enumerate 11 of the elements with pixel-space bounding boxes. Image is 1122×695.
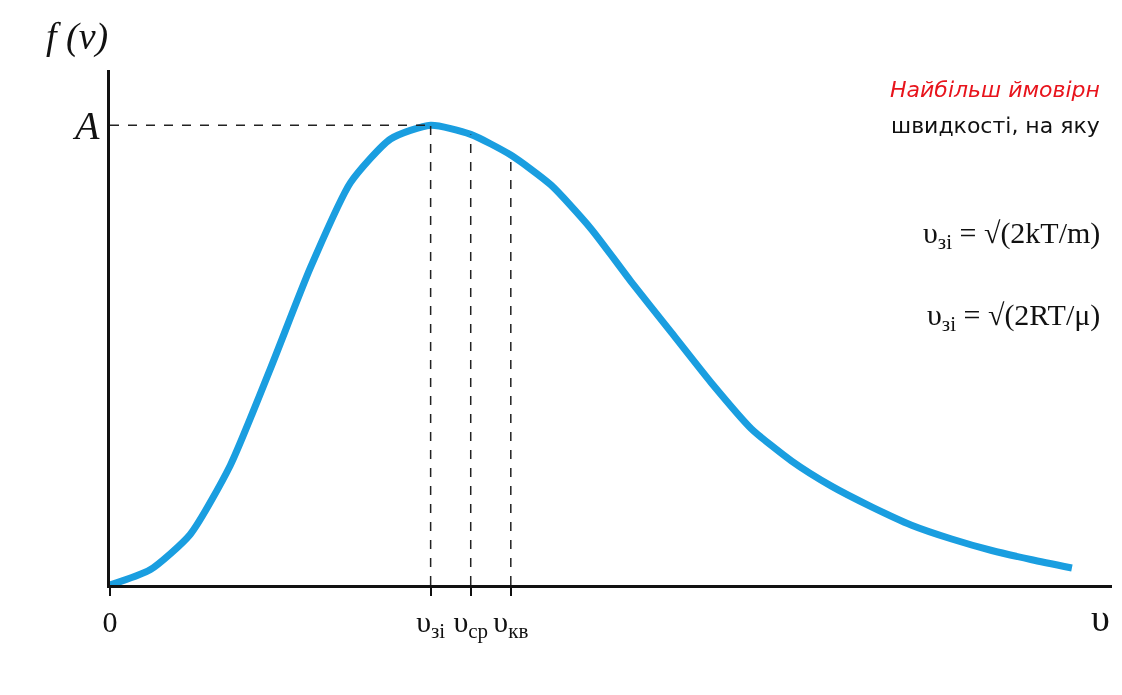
- text: Найбільш ймовірн: [890, 77, 1100, 102]
- x-tick-label: υ$_{кв}$: [493, 605, 529, 644]
- x-tick-label: 0: [102, 605, 118, 638]
- x-tick-label: υ$_{зі}$: [416, 605, 446, 644]
- annotation: швидкості, на яку: [891, 113, 1100, 138]
- x-axis-title: υ: [1091, 597, 1110, 639]
- annotation: υ$_{зі}$ = √(2RT/μ): [927, 298, 1101, 337]
- x-tick-label: υ$_{ср}$: [453, 605, 489, 644]
- ref-line-label: A: [72, 103, 100, 148]
- annotation: υ$_{зі}$ = √(2kT/m): [923, 216, 1101, 255]
- y-axis-title: f (ν): [46, 15, 109, 58]
